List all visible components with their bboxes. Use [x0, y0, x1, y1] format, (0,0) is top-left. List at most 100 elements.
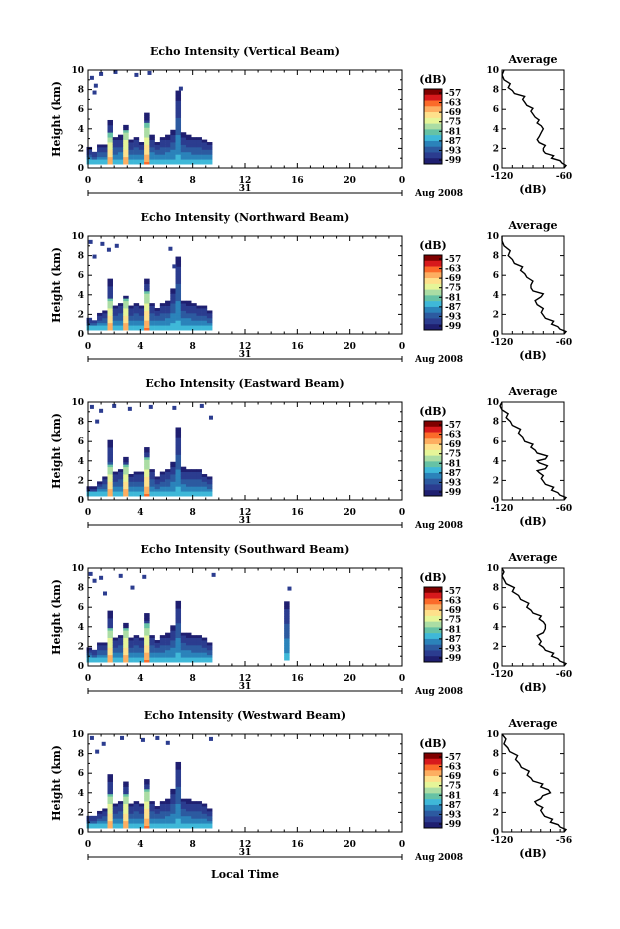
heatmap-cell [206, 810, 213, 814]
heatmap-cell [206, 315, 213, 319]
heatmap-cell [185, 144, 192, 148]
heatmap-cell [170, 823, 176, 827]
heatmap-cell [102, 310, 108, 314]
heatmap-cell [123, 803, 129, 807]
heatmap-cell [107, 486, 113, 490]
heatmap-cell [175, 454, 182, 458]
heatmap-cell [165, 632, 171, 636]
heatmap-cell [170, 654, 176, 658]
heatmap-cell [91, 493, 98, 497]
heatmap-cell [170, 303, 176, 306]
heatmap-cell [175, 810, 182, 814]
heatmap-cell [196, 156, 202, 160]
heatmap-cell [117, 325, 124, 329]
heatmap-cell [144, 288, 150, 292]
heatmap-cell [201, 156, 208, 160]
heatmap-cell [170, 483, 176, 487]
heatmap-cell [128, 478, 134, 482]
heatmap-cell [128, 642, 134, 646]
heatmap-cell [201, 144, 208, 148]
average-frame [501, 69, 565, 169]
heatmap-cell [123, 823, 129, 827]
heatmap-cell [165, 300, 171, 304]
heatmap-cell [97, 320, 103, 324]
month-label: Aug 2008 [414, 853, 463, 863]
heatmap-cell [123, 325, 129, 329]
heatmap-cell [206, 815, 213, 819]
heatmap-cell [117, 322, 124, 326]
heatmap-cell [133, 308, 140, 311]
colorbar-swatch [424, 295, 442, 302]
heatmap-cell [86, 823, 93, 827]
colorbar-swatch [424, 484, 442, 491]
heatmap-cell [123, 637, 129, 641]
heatmap-cell [154, 161, 161, 165]
heatmap-cell [144, 298, 150, 302]
heatmap-cell [175, 283, 182, 287]
heatmap-cell [144, 806, 150, 809]
colorbar-swatch [424, 283, 442, 290]
colorbar-swatch [424, 804, 442, 811]
heatmap-cell [180, 310, 187, 314]
heatmap-cell [206, 486, 213, 490]
colorbar-tick-label: -87 [445, 635, 461, 645]
heatmap-cell [201, 815, 208, 819]
heatmap-cell [138, 825, 145, 829]
heatmap-cell [180, 652, 187, 656]
heatmap-cell [144, 642, 150, 646]
heatmap-cell [123, 466, 129, 470]
heatmap-cell [97, 483, 103, 487]
heatmap-cell [185, 654, 192, 658]
heatmap-cell [86, 652, 93, 656]
heatmap-cell [107, 139, 113, 143]
heatmap-cell [133, 801, 140, 804]
heatmap-cell [97, 159, 103, 163]
heatmap-cell [133, 315, 140, 319]
heatmap-cell [133, 305, 140, 309]
heatmap-speck [172, 405, 177, 410]
heatmap-cell [128, 156, 134, 160]
heatmap-cell [154, 493, 161, 497]
heatmap-cell [117, 151, 124, 155]
heatmap-cell [175, 815, 182, 819]
heatmap-cell [180, 813, 187, 817]
heatmap-cell [123, 471, 129, 475]
heatmap-cell [201, 491, 208, 495]
heatmap-cell [175, 303, 182, 306]
heatmap-cell [107, 815, 113, 819]
heatmap-cell [128, 308, 134, 311]
heatmap-cell [175, 461, 182, 465]
heatmap-cell [144, 627, 150, 631]
colorbar-swatch [424, 615, 442, 622]
heatmap-speck [92, 254, 97, 259]
heatmap-cell [185, 156, 192, 160]
heatmap-cell [191, 803, 197, 807]
heatmap-cell [91, 322, 98, 326]
colorbar-swatch [424, 810, 442, 817]
heatmap-cell [107, 278, 113, 282]
panel-title: Echo Intensity (Westward Beam) [144, 709, 346, 722]
heatmap-cell [201, 806, 208, 809]
heatmap-cell [206, 818, 213, 822]
heatmap-cell [144, 644, 150, 648]
avg-x-tick-label: -120 [491, 670, 514, 680]
heatmap-cell [191, 659, 197, 663]
heatmap-cell [102, 644, 108, 648]
heatmap-cell [123, 788, 129, 792]
heatmap-cell [175, 112, 182, 116]
heatmap-cell [180, 815, 187, 819]
heatmap-cell [138, 481, 145, 485]
heatmap-cell [284, 618, 290, 622]
heatmap-cell [97, 481, 103, 485]
heatmap-cell [149, 820, 155, 824]
colorbar-tick-label: -63 [445, 99, 461, 109]
heatmap-cell [112, 154, 119, 158]
avg-y-tick-label: 2 [493, 144, 499, 154]
heatmap-cell [144, 137, 150, 140]
heatmap-cell [185, 308, 192, 311]
heatmap-cell [102, 322, 108, 326]
heatmap-cell [112, 657, 119, 661]
heatmap-cell [206, 325, 213, 329]
heatmap-cell [128, 652, 134, 656]
heatmap-cell [206, 659, 213, 663]
